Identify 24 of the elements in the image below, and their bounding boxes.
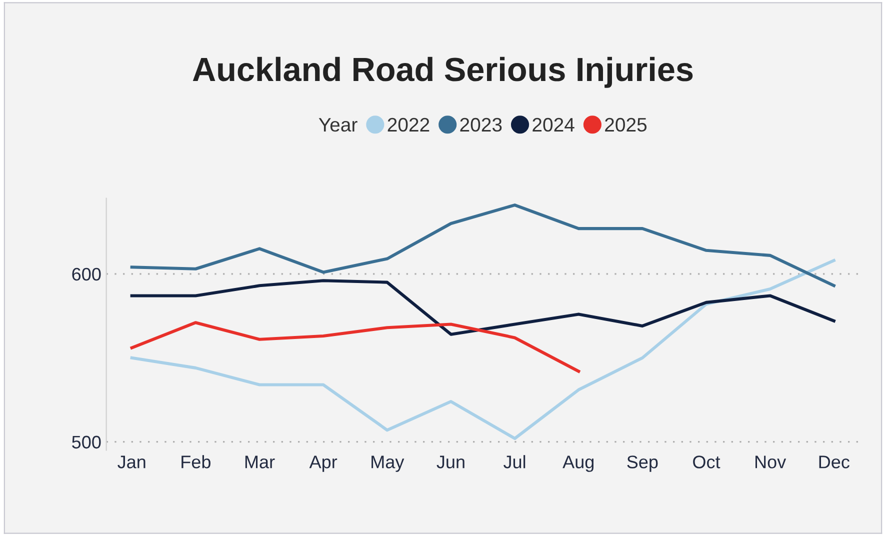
legend-label: 2024 <box>532 118 574 132</box>
line-series <box>130 204 836 288</box>
legend-label: 2025 <box>605 118 647 132</box>
legend-title: Year <box>318 118 358 132</box>
legend-label: 2023 <box>460 118 502 132</box>
x-tick-label: Aug <box>562 456 594 472</box>
x-tick-label: Sep <box>627 456 658 472</box>
x-tick-label: Jun <box>436 456 464 468</box>
line-series <box>130 258 836 440</box>
x-tick-label: Oct <box>693 456 720 468</box>
y-tick-label: 600 <box>72 268 101 281</box>
x-tick-label: Nov <box>755 456 786 468</box>
chart-title: Auckland Road Serious Injuries <box>192 56 693 88</box>
x-tick-label: Jul <box>504 455 526 468</box>
x-tick-label: Feb <box>182 455 210 468</box>
x-tick-label: Apr <box>309 456 338 472</box>
line-series <box>130 321 580 373</box>
x-tick-label: Mar <box>245 456 275 468</box>
line-series <box>130 279 836 336</box>
x-tick-label: Dec <box>819 456 850 468</box>
x-tick-label: Jan <box>118 456 146 468</box>
y-tick-label: 500 <box>72 436 101 449</box>
x-tick-label: May <box>372 456 404 472</box>
legend-label: 2022 <box>388 118 430 132</box>
